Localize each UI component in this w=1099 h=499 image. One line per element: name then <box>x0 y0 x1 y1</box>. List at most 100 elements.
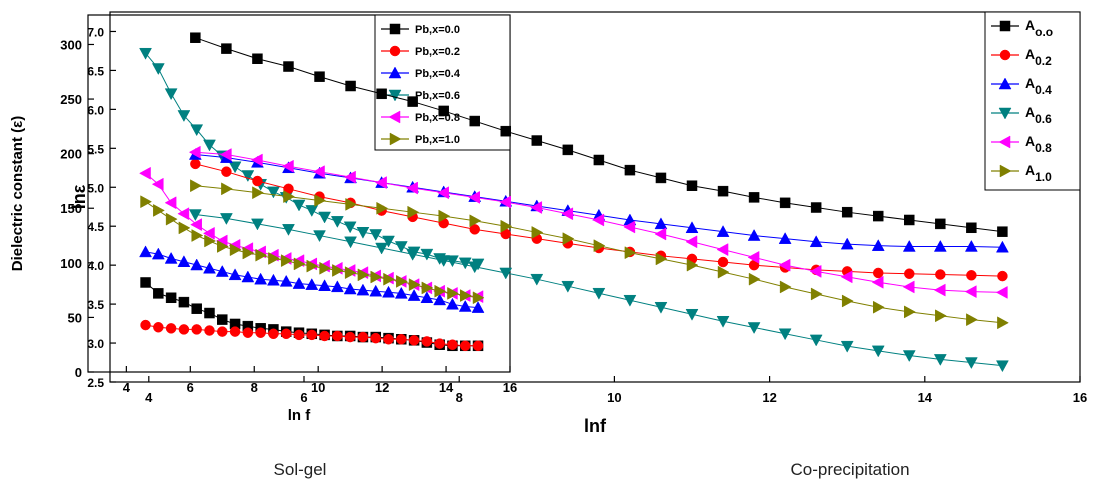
marker <box>314 71 325 82</box>
legend-label: A0.6 <box>1025 104 1052 126</box>
marker <box>217 326 228 337</box>
marker <box>407 289 421 301</box>
marker <box>438 209 451 223</box>
marker <box>188 209 202 222</box>
marker <box>177 207 190 221</box>
marker <box>332 264 344 277</box>
marker <box>139 166 151 180</box>
marker <box>281 159 294 173</box>
legend-name: Pb,x=0.6 <box>415 90 460 102</box>
marker <box>624 164 636 176</box>
x-tick-label: 10 <box>311 380 325 395</box>
legend-subscript: 0.8 <box>1035 141 1052 155</box>
x-tick-label: 12 <box>762 390 776 405</box>
marker <box>318 211 331 224</box>
marker <box>593 239 606 253</box>
x-tick-label: 16 <box>503 380 517 395</box>
marker <box>388 66 402 79</box>
marker <box>375 176 387 190</box>
marker <box>268 252 280 265</box>
y-tick-label: 200 <box>60 147 82 162</box>
marker <box>153 288 164 299</box>
marker <box>685 221 699 234</box>
marker <box>500 219 513 233</box>
legend-label: A0.2 <box>1025 46 1052 68</box>
marker <box>935 309 947 323</box>
marker <box>178 296 190 308</box>
marker <box>904 268 915 279</box>
marker <box>406 249 420 261</box>
marker <box>229 326 241 337</box>
marker <box>140 319 151 331</box>
marker <box>306 329 318 341</box>
marker <box>389 132 402 146</box>
marker <box>468 261 482 274</box>
caption: Sol-gel <box>274 460 327 479</box>
marker <box>997 270 1008 282</box>
marker <box>810 202 822 213</box>
marker <box>408 335 420 346</box>
marker <box>458 257 472 270</box>
caption: Co-precipitation <box>790 460 909 479</box>
marker <box>178 324 190 335</box>
marker <box>229 243 242 257</box>
marker <box>344 331 356 343</box>
x-tick-label: 14 <box>439 380 454 395</box>
marker <box>164 251 178 264</box>
marker <box>871 275 884 289</box>
marker <box>438 105 449 117</box>
legend-label: A0.8 <box>1025 133 1052 155</box>
marker <box>999 20 1011 32</box>
marker <box>217 314 228 325</box>
y-axis-label: Dielectric constant (ε) <box>9 116 26 272</box>
marker <box>383 333 394 345</box>
marker <box>499 195 512 209</box>
marker <box>459 340 471 352</box>
x-tick-label: 14 <box>918 390 933 405</box>
marker <box>593 154 605 166</box>
marker <box>999 49 1011 61</box>
marker <box>153 321 164 333</box>
marker <box>623 220 636 234</box>
marker <box>177 255 191 267</box>
marker <box>305 205 319 217</box>
marker <box>904 305 916 319</box>
x-tick-label: 12 <box>375 380 389 395</box>
marker <box>964 239 978 252</box>
marker <box>531 135 543 146</box>
marker <box>357 268 370 282</box>
marker <box>343 221 357 234</box>
marker <box>305 278 319 290</box>
x-tick-label: 6 <box>300 390 307 405</box>
marker <box>933 239 947 252</box>
marker <box>282 224 295 236</box>
legend-name: A <box>1025 46 1035 62</box>
legend-label: A0.4 <box>1025 75 1052 97</box>
marker <box>871 345 885 358</box>
marker <box>268 328 279 340</box>
marker <box>655 252 668 266</box>
marker <box>407 96 418 107</box>
marker <box>165 212 178 226</box>
x-tick-label: 16 <box>1073 390 1087 405</box>
marker <box>997 226 1008 237</box>
marker <box>747 250 760 264</box>
marker <box>252 175 263 187</box>
marker <box>561 207 574 221</box>
legend-subscript: 0.2 <box>1035 54 1052 68</box>
marker <box>779 197 791 209</box>
marker <box>190 258 204 271</box>
legend-label: Pb,x=0.2 <box>415 46 460 58</box>
x-tick-label: 8 <box>251 380 258 395</box>
marker <box>369 284 383 297</box>
legend-subscript: 0.6 <box>1035 112 1052 126</box>
marker <box>592 213 605 227</box>
marker <box>420 248 434 261</box>
marker <box>561 280 575 293</box>
marker <box>202 226 215 240</box>
marker <box>370 270 383 284</box>
marker <box>902 280 915 294</box>
marker <box>293 257 306 271</box>
marker <box>998 107 1012 120</box>
